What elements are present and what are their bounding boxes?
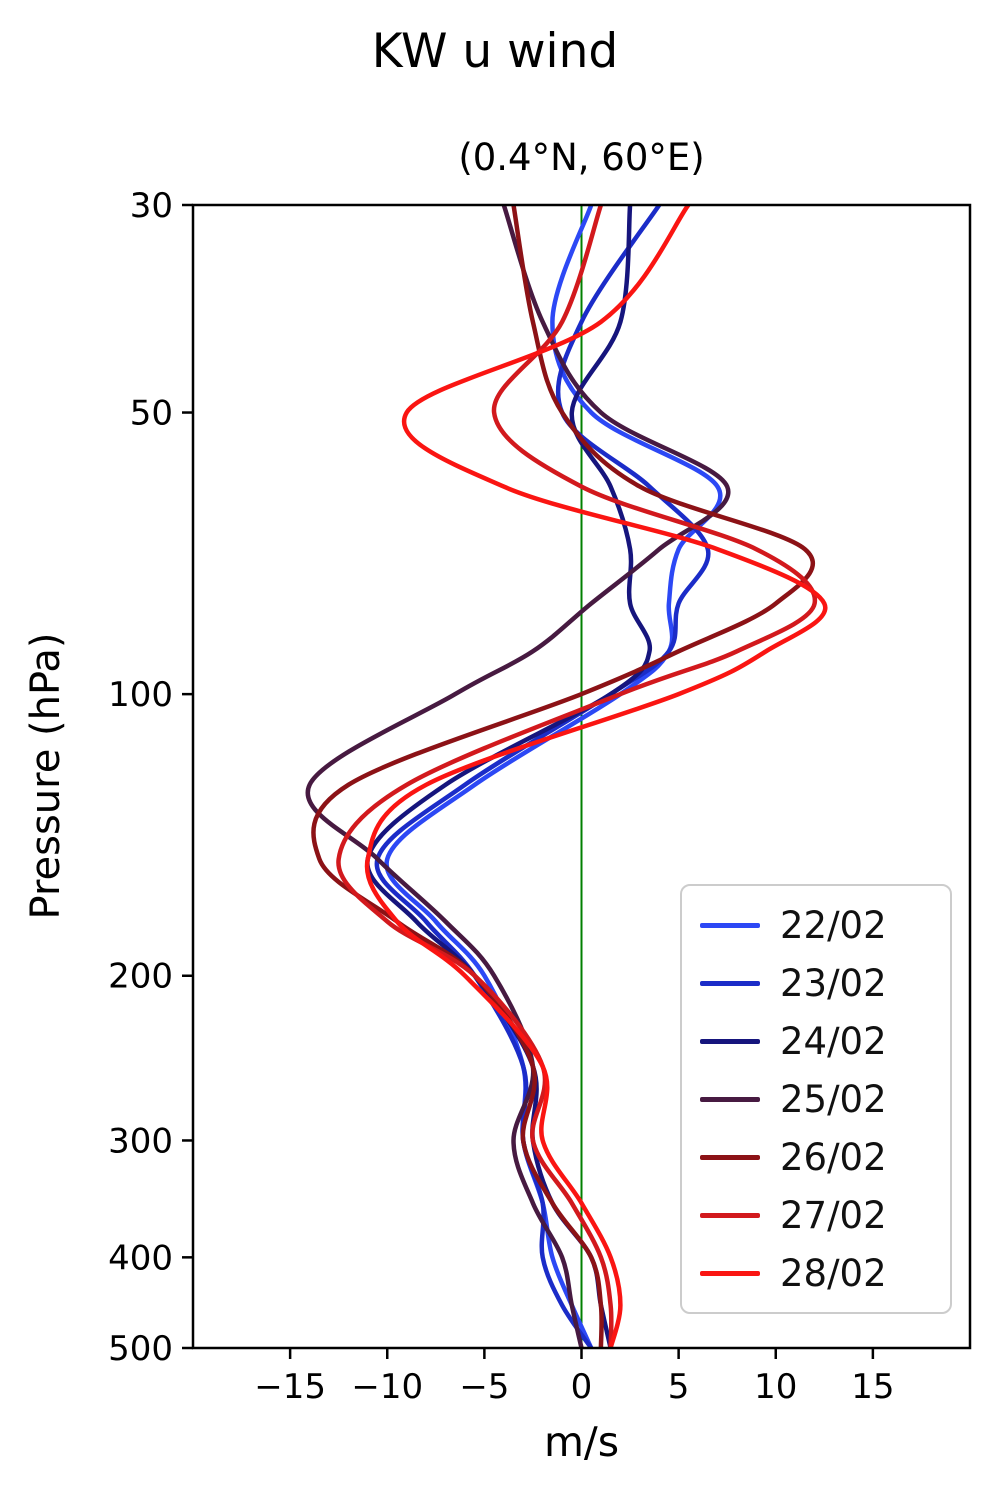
legend-item: 27/02	[700, 1190, 932, 1240]
legend-label: 27/02	[780, 1193, 887, 1237]
legend-line-swatch	[700, 1038, 760, 1044]
legend-item: 25/02	[700, 1074, 932, 1124]
x-axis-label: m/s	[543, 1418, 620, 1466]
legend-line-swatch	[700, 1270, 760, 1276]
legend-line-swatch	[700, 980, 760, 986]
chart-title: KW u wind	[371, 24, 619, 79]
x-tick-label: −15	[254, 1367, 326, 1407]
legend-item: 24/02	[700, 1016, 932, 1066]
y-tick-label: 50	[130, 394, 173, 434]
x-tick-label: 10	[754, 1367, 797, 1407]
legend-label: 24/02	[780, 1019, 887, 1063]
y-tick-label: 200	[108, 957, 173, 997]
legend-label: 23/02	[780, 961, 887, 1005]
legend-item: 23/02	[700, 958, 932, 1008]
series-line-3	[305, 205, 731, 1348]
legend-label: 26/02	[780, 1135, 887, 1179]
series-line-1	[374, 205, 711, 1348]
legend-line-swatch	[700, 1154, 760, 1160]
chart-subtitle: (0.4°N, 60°E)	[458, 136, 705, 179]
series-line-4	[311, 205, 815, 1348]
x-tick-label: 15	[851, 1367, 894, 1407]
series-line-2	[365, 205, 652, 1348]
x-tick-label: 0	[571, 1367, 593, 1407]
legend-line-swatch	[700, 922, 760, 928]
legend-item: 22/02	[700, 900, 932, 950]
x-tick-label: −5	[459, 1367, 509, 1407]
legend-item: 28/02	[700, 1248, 932, 1298]
y-tick-label: 300	[108, 1121, 173, 1161]
legend-line-swatch	[700, 1212, 760, 1218]
legend-item: 26/02	[700, 1132, 932, 1182]
legend-line-swatch	[700, 1096, 760, 1102]
y-tick-label: 100	[108, 675, 173, 715]
y-tick-label: 30	[130, 186, 173, 226]
legend-label: 25/02	[780, 1077, 887, 1121]
series-line-5	[336, 205, 818, 1348]
series-line-6	[364, 205, 828, 1348]
legend-label: 28/02	[780, 1251, 887, 1295]
legend-label: 22/02	[780, 903, 887, 947]
x-tick-label: −10	[351, 1367, 423, 1407]
legend: 22/02 23/02 24/02 25/02 26/02 27/02 28/02	[680, 884, 952, 1314]
y-tick-label: 400	[108, 1238, 173, 1278]
x-tick-label: 5	[668, 1367, 690, 1407]
y-tick-label: 500	[108, 1329, 173, 1369]
